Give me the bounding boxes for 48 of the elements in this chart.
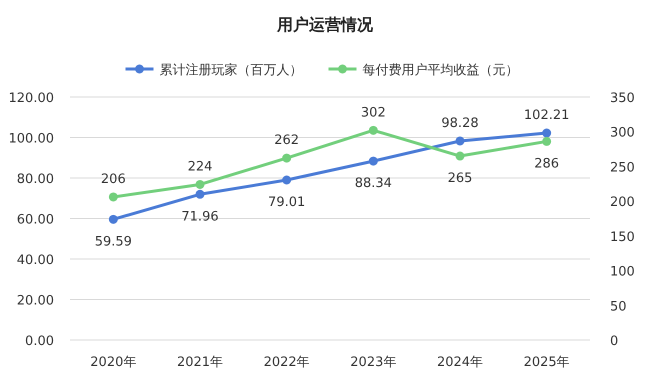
point <box>196 190 204 199</box>
y2-tick-label: 150 <box>610 230 635 245</box>
legend-label: 每付费用户平均收益（元） <box>362 63 518 78</box>
x-tick-label: 2024年 <box>436 355 484 370</box>
y-tick-label: 120.00 <box>8 91 54 106</box>
x-tick-label: 2025年 <box>524 355 570 370</box>
point <box>368 126 378 135</box>
data-label: 98.28 <box>441 116 479 131</box>
y-tick-label: 60.00 <box>16 212 54 228</box>
data-label: 224 <box>188 159 212 174</box>
y-tick-label: 0.00 <box>25 334 54 349</box>
y-tick-label: 100.00 <box>8 132 54 146</box>
x-tick-label: 2022年 <box>264 355 310 370</box>
data-label: 262 <box>274 133 300 148</box>
legend-label: 累计注册玩家（百万人） <box>160 62 302 78</box>
data-label: 102.21 <box>524 108 570 124</box>
data-label: 79.01 <box>268 195 306 210</box>
y-tick-label: 40.00 <box>16 253 54 268</box>
point <box>282 154 292 163</box>
point <box>456 136 464 146</box>
data-label: 206 <box>100 172 126 187</box>
data-label: 302 <box>360 105 386 120</box>
y2-tick-label: 0 <box>610 334 618 349</box>
y2-tick-label: 250 <box>610 160 635 176</box>
point <box>282 176 292 185</box>
point <box>196 180 204 189</box>
data-label: 286 <box>534 156 560 172</box>
y2-tick-label: 200 <box>610 195 635 210</box>
point <box>108 214 118 224</box>
chart-title: 用户运营情况 <box>276 15 374 34</box>
point <box>108 192 118 202</box>
y2-tick-label: 300 <box>610 126 635 141</box>
x-tick-label: 2021年 <box>176 355 224 370</box>
y-tick-label: 80.00 <box>16 172 54 187</box>
point <box>542 136 552 146</box>
y2-tick-label: 100 <box>610 264 635 280</box>
y-tick-label: 20.00 <box>16 294 54 308</box>
y2-tick-label: 350 <box>610 91 635 106</box>
data-label: 59.59 <box>94 234 132 250</box>
data-label: 88.34 <box>354 176 392 192</box>
x-tick-label: 2023年 <box>350 355 396 370</box>
x-tick-label: 2020年 <box>90 355 136 370</box>
data-label: 71.96 <box>181 209 219 224</box>
point <box>542 128 552 138</box>
point <box>456 152 464 161</box>
y2-tick-label: 50 <box>610 299 627 314</box>
data-label: 265 <box>448 171 472 186</box>
point <box>368 156 378 166</box>
